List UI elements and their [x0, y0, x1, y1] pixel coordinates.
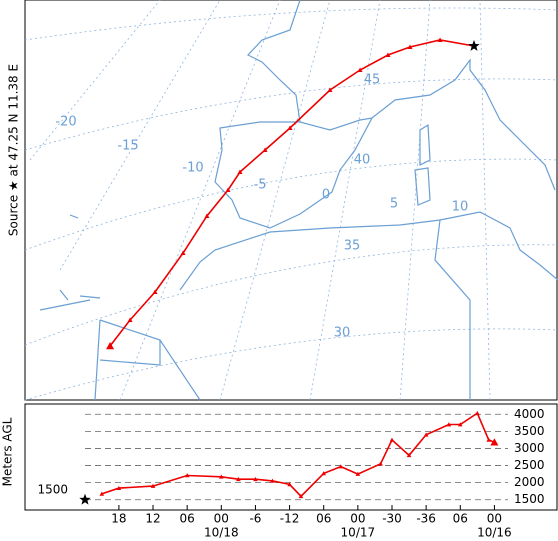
height-marker	[406, 452, 412, 458]
date-label: 10/18	[204, 526, 239, 540]
height-marker	[270, 478, 275, 483]
africa-coast	[39, 211, 558, 311]
y-tick-label: 2000	[514, 475, 545, 489]
x-tick-label: 00	[214, 512, 229, 526]
lat-label: 35	[344, 239, 361, 254]
height-marker	[490, 438, 499, 446]
map-frame	[24, 0, 558, 401]
trajectory-marker	[106, 342, 115, 350]
y-tick-label: 4000	[514, 407, 545, 421]
y-tick-label: 1500	[514, 492, 545, 506]
lat-label: 45	[364, 73, 381, 88]
trajectory-marker	[385, 52, 391, 57]
start-star	[79, 493, 91, 505]
lat-line	[24, 158, 558, 251]
start-height-label: 1500	[37, 483, 68, 497]
height-marker	[457, 422, 463, 427]
graticule	[24, 0, 558, 401]
lon-line	[119, 0, 281, 401]
height-marker	[218, 474, 224, 479]
x-tick-label: -36	[416, 512, 436, 526]
height-marker	[236, 476, 241, 482]
trajectory-marker	[237, 169, 243, 174]
y-tick-label: 3500	[514, 424, 545, 438]
source-label: Source ★ at 47.25 N 11.38 E	[7, 64, 21, 236]
trajectory-marker	[204, 213, 210, 218]
x-tick-label: 06	[316, 512, 331, 526]
trajectory-marker	[287, 125, 293, 130]
lon-label: 5	[390, 197, 398, 212]
height-marker	[446, 422, 452, 427]
lon-line	[219, 0, 331, 401]
y-tick-label: 2500	[514, 458, 545, 472]
lon-label: -20	[55, 115, 76, 130]
france-coast	[247, 0, 301, 123]
lon-line	[479, 0, 491, 401]
islands	[414, 123, 431, 206]
x-tick-label: 06	[453, 512, 468, 526]
lon-line	[59, 0, 221, 271]
trajectory-marker	[152, 289, 158, 294]
height-marker	[287, 482, 292, 487]
x-tick-label: 06	[180, 512, 195, 526]
lon-label: -10	[182, 161, 203, 176]
trajectory-marker	[327, 87, 333, 92]
height-marker	[253, 476, 258, 482]
lon-line	[399, 0, 431, 401]
lon-label: -5	[254, 178, 267, 193]
trajectory-marker	[225, 187, 231, 192]
lat-label: 40	[354, 153, 371, 168]
height-marker	[298, 494, 304, 499]
lon-line	[29, 0, 161, 161]
date-label: 10/17	[341, 526, 376, 540]
canaries	[59, 214, 101, 301]
profile-y-label: Meters AGL	[1, 417, 15, 486]
height-marker	[338, 464, 344, 469]
height-marker	[150, 483, 156, 488]
italy-coast	[371, 58, 556, 191]
date-label: 10/16	[477, 526, 512, 540]
height-marker	[116, 485, 122, 490]
trajectory-marker	[437, 37, 443, 42]
lat-label: 30	[334, 326, 351, 341]
lat-line	[24, 244, 558, 346]
height-marker	[321, 471, 327, 476]
trajectory-marker	[127, 317, 133, 322]
trajectory-marker	[357, 67, 363, 72]
x-tick-label: 18	[111, 512, 126, 526]
height-marker	[378, 461, 383, 466]
height-marker	[355, 471, 361, 476]
profile-layer: 4000 3500 3000 2500 2000 1500 18 12 06 00 -6 -12 06 0…	[79, 407, 545, 540]
trajectory-marker	[262, 147, 268, 152]
x-tick-label: 00	[350, 512, 365, 526]
trajectory-marker	[180, 250, 186, 255]
height-marker	[423, 432, 429, 437]
height-marker	[389, 437, 395, 442]
coastlines	[39, 0, 558, 401]
x-tick-label: -12	[280, 512, 300, 526]
lon-label: 10	[452, 200, 469, 215]
borders	[94, 219, 471, 401]
height-line	[101, 412, 495, 498]
trajectory-marker	[407, 44, 413, 49]
lon-label: -15	[117, 139, 138, 154]
map-layer: -20 -15 -10 -5 0 5 10 45 40 35 30	[55, 37, 480, 350]
profile-frame	[24, 403, 558, 511]
height-marker	[184, 473, 190, 478]
iberia	[214, 117, 374, 229]
lat-line	[24, 7, 558, 41]
x-tick-label: -6	[249, 512, 261, 526]
source-star	[468, 40, 480, 51]
height-marker	[486, 437, 492, 442]
height-marker	[99, 491, 105, 496]
x-tick-label: 00	[487, 512, 502, 526]
lon-label: 0	[322, 188, 330, 203]
x-tick-label: -30	[382, 512, 402, 526]
y-tick-label: 3000	[514, 441, 545, 455]
x-tick-label: 12	[145, 512, 160, 526]
height-marker	[475, 410, 480, 416]
